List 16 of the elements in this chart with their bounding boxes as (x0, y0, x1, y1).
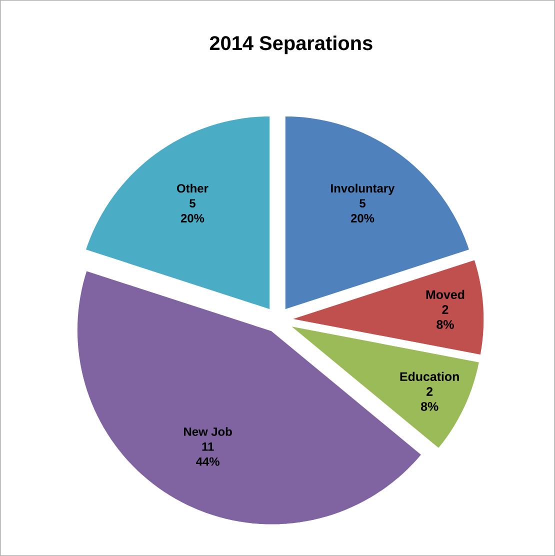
text: 5 (190, 199, 196, 208)
chart-title: 2014 Separations (210, 36, 372, 54)
data-label: 20% (350, 214, 374, 222)
data-label: 20% (180, 214, 204, 222)
text: 2 (426, 387, 433, 396)
slice-label: Education (400, 372, 459, 382)
slice-label: Involuntary (331, 184, 395, 195)
data-label: 8% (436, 320, 454, 329)
text: 2 (442, 305, 448, 314)
data-label: 8% (420, 402, 438, 411)
text: 5 (360, 199, 366, 208)
text: 11 (202, 442, 214, 451)
data-label: 44% (196, 457, 220, 466)
slice-label: Other (177, 184, 208, 193)
slice-label: Moved (426, 290, 464, 300)
slice-label: New Job (184, 427, 232, 436)
